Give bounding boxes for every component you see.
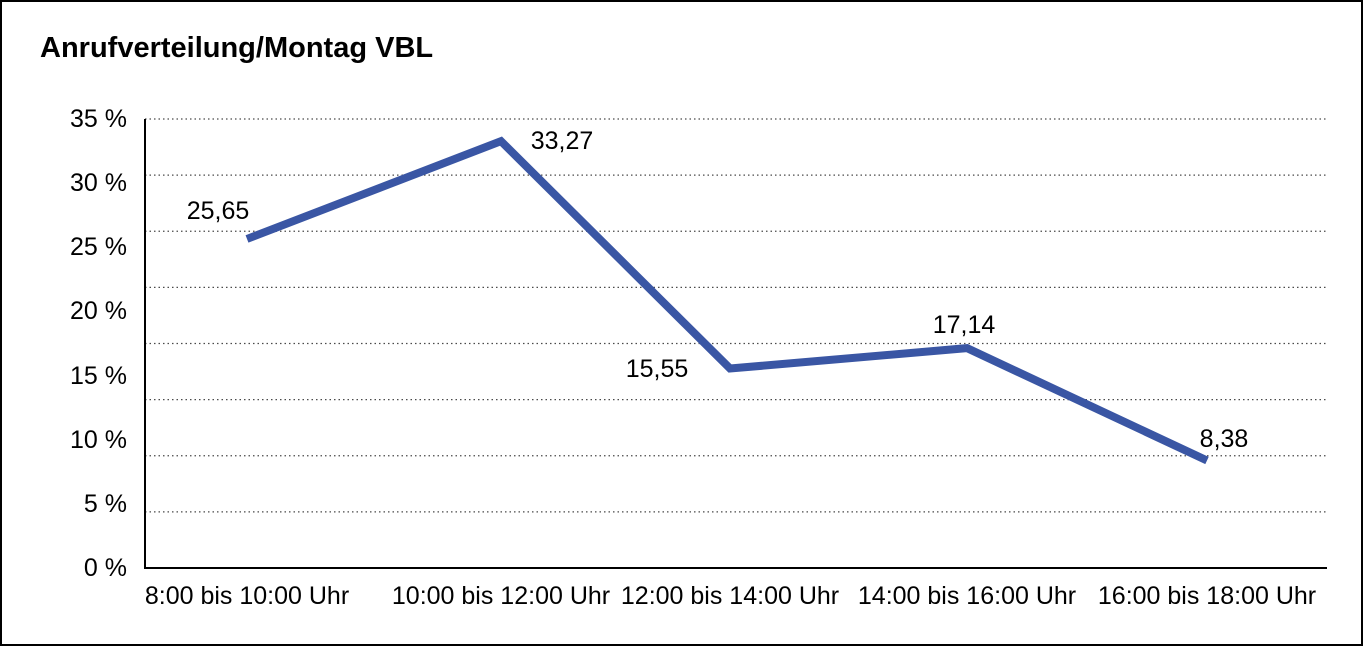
data-line [245, 136, 1209, 465]
data-point-label: 17,14 [932, 311, 996, 340]
x-tick-label: 8:00 bis 10:00 Uhr [144, 582, 350, 610]
data-point-label: 25,65 [186, 196, 250, 225]
y-tick-label: 0 % [83, 554, 127, 582]
y-tick-label: 35 % [70, 105, 127, 133]
y-tick-label: 5 % [83, 489, 127, 518]
x-tick-label: 10:00 bis 12:00 Uhr [391, 582, 611, 610]
y-tick-label: 20 % [70, 297, 127, 326]
data-point-label: 8,38 [1199, 425, 1249, 454]
y-tick-label: 30 % [70, 169, 127, 198]
data-point-label: 15,55 [625, 354, 689, 383]
x-tick-label: 12:00 bis 14:00 Uhr [620, 582, 840, 610]
data-point-label: 33,27 [530, 127, 594, 156]
chart-title: Anrufverteilung/Montag VBL [40, 32, 434, 64]
y-tick-label: 10 % [70, 425, 127, 454]
y-tick-label: 25 % [70, 233, 127, 262]
x-tick-label: 14:00 bis 16:00 Uhr [857, 582, 1077, 610]
y-tick-label: 15 % [70, 361, 127, 390]
x-tick-label: 16:00 bis 18:00 Uhr [1097, 582, 1317, 610]
